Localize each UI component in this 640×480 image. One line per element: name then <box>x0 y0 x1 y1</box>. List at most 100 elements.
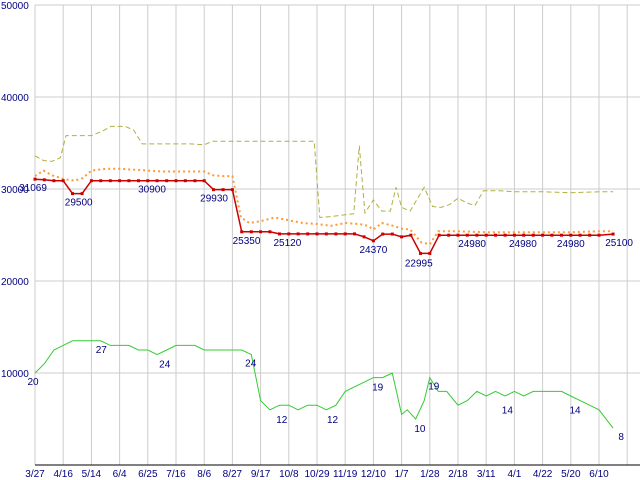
lowest-price-marker <box>118 179 122 183</box>
x-tick-label: 1/7 <box>395 469 409 480</box>
lowest-price-marker <box>33 177 37 181</box>
y-tick-label: 20000 <box>1 277 29 288</box>
lowest-price-marker <box>343 232 347 236</box>
lowest-price-marker <box>409 233 413 237</box>
lowest-price-marker <box>531 233 535 237</box>
lowest-price-marker <box>362 235 366 239</box>
lowest-price-marker <box>296 232 300 236</box>
lowest-price-marker <box>541 233 545 237</box>
lowest-price-marker <box>108 179 112 183</box>
lowest-price-marker <box>522 233 526 237</box>
lowest-price-marker <box>221 188 225 192</box>
lowest-price-marker <box>80 192 84 196</box>
x-tick-label: 10/8 <box>279 469 299 480</box>
lowest-price-marker <box>447 233 451 237</box>
x-tick-label: 4/1 <box>507 469 521 480</box>
lowest-price-marker <box>240 230 244 234</box>
lowest-price-marker <box>71 192 75 196</box>
lowest-price-marker <box>287 232 291 236</box>
average-price-line <box>34 167 614 246</box>
lowest-price-line <box>34 178 614 255</box>
lowest-price-marker <box>230 188 234 192</box>
lowest-price-marker <box>136 179 140 183</box>
lowest-price-value-label: 24980 <box>458 239 486 250</box>
lowest-price-marker <box>334 232 338 236</box>
x-tick-label: 11/19 <box>333 469 358 480</box>
y-tick-label: 10000 <box>1 369 29 380</box>
lowest-price-marker <box>42 178 46 182</box>
shop-count-value-label: 14 <box>569 406 581 417</box>
shop-count-value-label: 12 <box>276 415 288 426</box>
shop-count-value-label: 24 <box>159 360 171 371</box>
lowest-price-marker <box>390 232 394 236</box>
lowest-price-marker <box>202 179 206 183</box>
y-tick-label: 30000 <box>1 185 29 196</box>
x-tick-label: 3/27 <box>25 469 45 480</box>
lowest-price-marker <box>315 232 319 236</box>
lowest-price-marker <box>212 188 216 192</box>
lowest-price-value-label: 29500 <box>65 198 93 209</box>
lowest-price-marker <box>165 179 169 183</box>
lowest-price-marker <box>611 232 615 236</box>
lowest-price-value-label: 25350 <box>233 236 261 247</box>
x-tick-label: 6/10 <box>589 469 609 480</box>
lowest-price-marker <box>456 233 460 237</box>
lowest-price-marker <box>259 230 263 234</box>
lowest-price-marker <box>193 179 197 183</box>
y-tick-label: 50000 <box>1 1 29 12</box>
lowest-price-marker <box>183 179 187 183</box>
shop-count-value-label: 27 <box>96 345 108 356</box>
lowest-price-value-label: 24980 <box>557 239 585 250</box>
shop-count-value-label: 10 <box>414 424 426 435</box>
lowest-price-marker <box>503 233 507 237</box>
lowest-price-marker <box>550 233 554 237</box>
lowest-price-marker <box>428 251 432 255</box>
lowest-price-value-label: 22995 <box>405 258 433 269</box>
lowest-price-marker <box>89 179 93 183</box>
lowest-price-marker <box>484 233 488 237</box>
lowest-price-marker <box>324 232 328 236</box>
x-tick-label: 2/18 <box>448 469 468 480</box>
x-tick-label: 4/16 <box>53 469 73 480</box>
lowest-price-marker <box>52 179 56 183</box>
lowest-price-marker <box>99 179 103 183</box>
x-tick-label: 1/28 <box>420 469 440 480</box>
shop-count-value-label: 12 <box>327 415 339 426</box>
lowest-price-marker <box>559 233 563 237</box>
x-tick-label: 9/17 <box>251 469 271 480</box>
lowest-price-marker <box>475 233 479 237</box>
y-tick-label: 40000 <box>1 93 29 104</box>
shop-count-value-label: 14 <box>502 406 514 417</box>
x-tick-label: 7/16 <box>166 469 186 480</box>
x-tick-label: 3/11 <box>477 469 496 480</box>
highest-price-line <box>34 125 614 219</box>
lowest-price-value-label: 31069 <box>19 183 47 194</box>
x-tick-label: 6/4 <box>113 469 127 480</box>
lowest-price-marker <box>588 233 592 237</box>
lowest-price-value-label: 25100 <box>605 238 633 249</box>
lowest-price-marker <box>512 233 516 237</box>
x-tick-label: 5/20 <box>561 469 581 480</box>
shop-count-value-label: 19 <box>428 382 440 393</box>
shop-count-line <box>34 340 614 429</box>
lowest-price-marker <box>418 251 422 255</box>
lowest-price-marker <box>569 233 573 237</box>
x-tick-label: 6/25 <box>138 469 158 480</box>
lowest-price-marker <box>127 179 131 183</box>
shop-count-value-label: 20 <box>27 377 39 388</box>
lowest-price-marker <box>277 232 281 236</box>
x-tick-label: 4/22 <box>533 469 553 480</box>
x-tick-label: 8/6 <box>197 469 211 480</box>
lowest-price-marker <box>146 179 150 183</box>
lowest-price-value-label: 24980 <box>509 239 537 250</box>
lowest-price-marker <box>268 230 272 234</box>
lowest-price-marker <box>381 232 385 236</box>
lowest-price-marker <box>465 233 469 237</box>
lowest-price-value-label: 29930 <box>200 194 228 205</box>
x-tick-label: 5/14 <box>82 469 102 480</box>
lowest-price-marker <box>174 179 178 183</box>
shop-count-value-label: 19 <box>372 383 384 394</box>
shop-count-value-label: 24 <box>245 359 257 370</box>
